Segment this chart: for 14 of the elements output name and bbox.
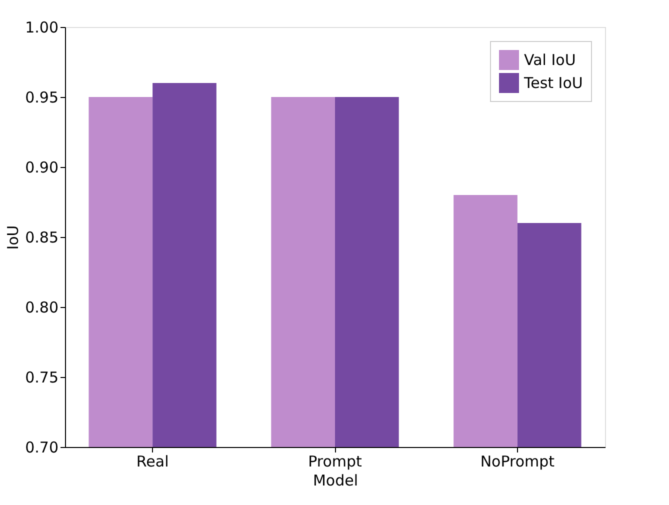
x-tick-label: Real <box>136 452 169 470</box>
y-tick-label: 0.80 <box>25 298 58 316</box>
legend-label: Val IoU <box>524 51 576 69</box>
x-tick-label: Prompt <box>308 452 362 470</box>
y-tick-label: 1.00 <box>25 18 58 36</box>
y-axis-title: IoU <box>4 225 22 250</box>
y-tick-label: 0.95 <box>25 88 58 106</box>
x-tick-label: NoPrompt <box>480 452 555 470</box>
y-tick-label: 0.85 <box>25 228 58 246</box>
y-tick-label: 0.90 <box>25 158 58 176</box>
y-tick-label: 0.70 <box>25 438 58 456</box>
x-axis-title: Model <box>312 472 358 490</box>
legend-label: Test IoU <box>523 74 583 92</box>
y-tick-label: 0.75 <box>25 368 58 386</box>
